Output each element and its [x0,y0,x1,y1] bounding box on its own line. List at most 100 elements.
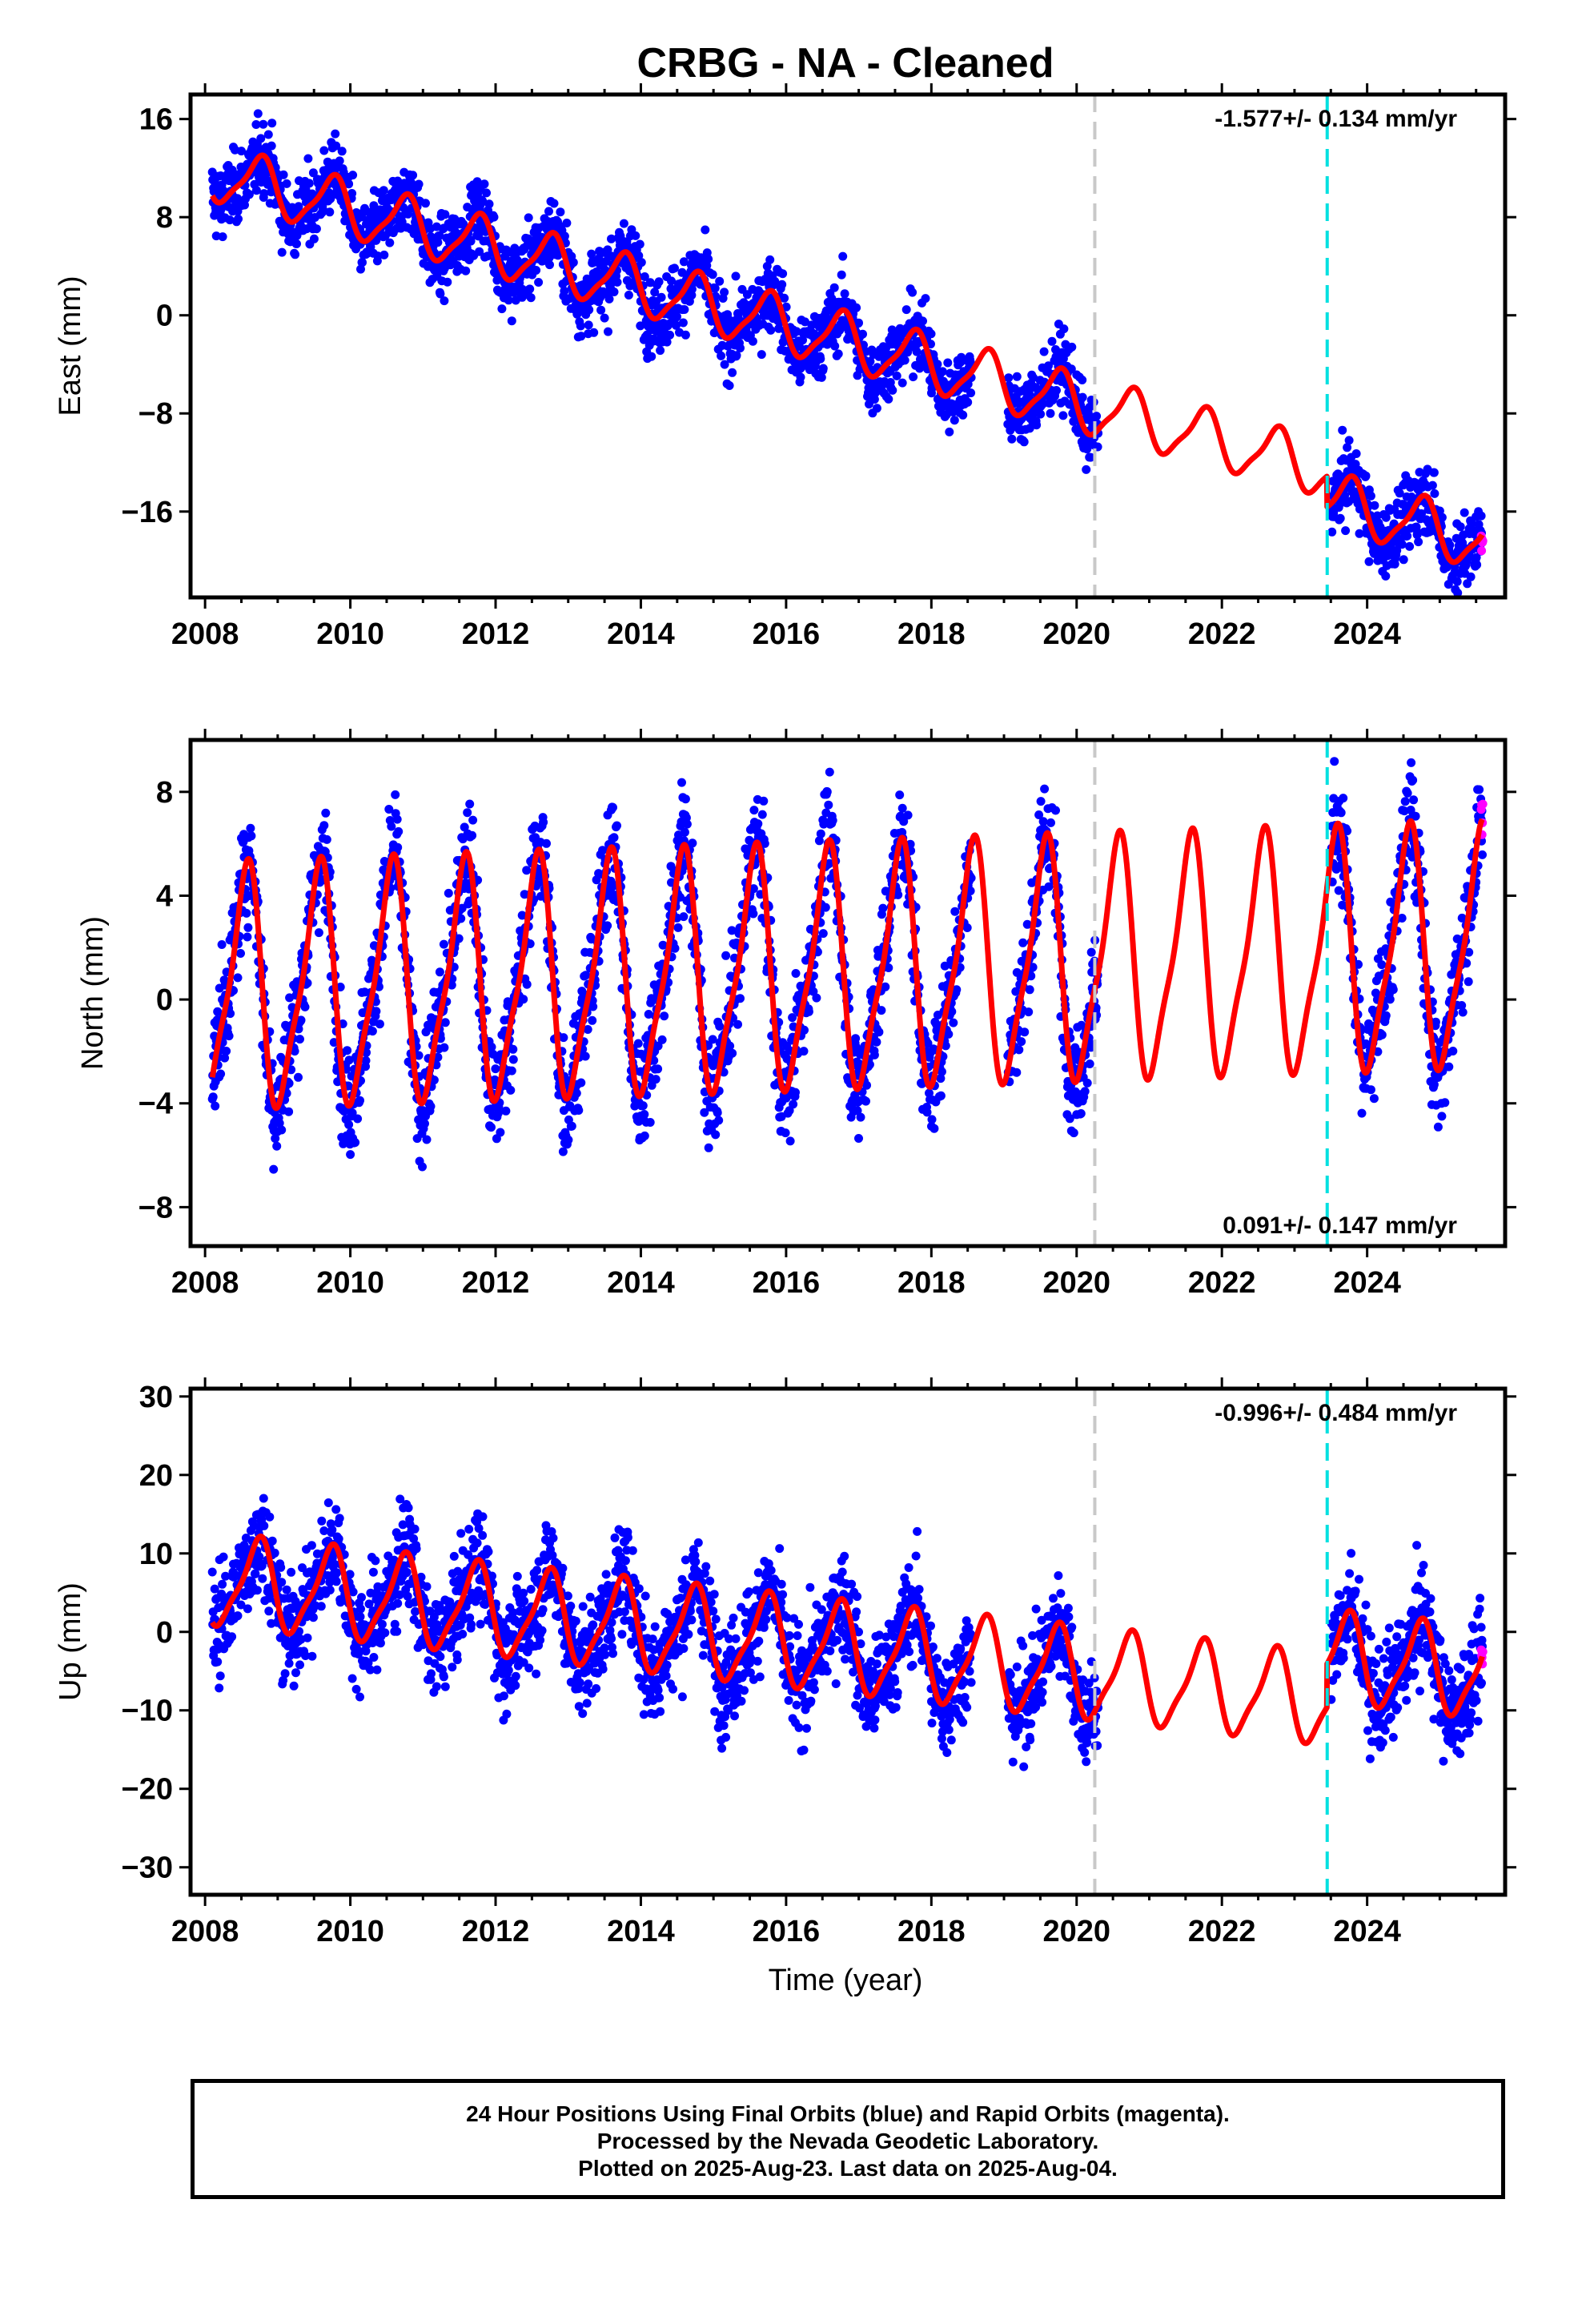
data-point [603,921,612,931]
data-point [1014,1045,1024,1055]
data-point [680,827,689,837]
data-point [443,277,452,287]
data-point [234,214,243,223]
data-point [1466,572,1476,581]
data-point [549,199,559,208]
data-point [311,224,321,234]
data-point [588,1002,598,1011]
data-point [897,378,907,388]
data-point [407,178,416,187]
data-point [534,278,544,287]
chart-title: CRBG - NA - Cleaned [637,40,1054,86]
data-point [236,949,245,958]
data-point [1341,526,1351,536]
data-point [670,263,679,273]
data-point [688,838,697,848]
data-point [282,179,291,188]
data-point [325,207,335,217]
data-point [717,351,726,360]
data-point [1335,513,1345,523]
data-point [414,179,424,189]
data-point [654,277,664,287]
x-tick-label: 2018 [897,617,966,651]
data-point [379,250,389,259]
data-point [926,329,936,339]
data-point [1338,425,1347,435]
data-point [612,277,622,287]
data-point [224,1031,234,1041]
data-point [714,1116,724,1125]
data-point [408,171,418,180]
data-point [277,1125,287,1135]
data-point [608,802,617,812]
y-axis-label: East (mm) [54,275,87,416]
data-point [892,371,901,380]
data-point [1012,1068,1022,1077]
data-point [344,179,354,189]
data-point [491,1064,500,1074]
data-point [604,294,614,304]
data-point [799,1047,809,1056]
data-point [780,293,789,303]
data-point [346,1150,355,1160]
data-point [216,1069,226,1079]
data-point [1076,1109,1086,1118]
data-point [385,238,395,247]
data-point [259,189,269,199]
data-point [337,147,347,156]
data-point [816,354,825,364]
data-point [542,838,551,848]
data-point [379,186,388,195]
data-point [837,270,846,279]
data-point [1082,1078,1092,1088]
x-tick-label: 2024 [1333,617,1401,651]
data-point [851,1034,861,1043]
data-point [665,330,675,340]
data-point [640,1110,649,1119]
data-point [636,258,646,267]
data-point [678,318,688,328]
data-point [872,1037,881,1047]
data-point [504,296,513,305]
data-point [568,258,578,267]
data-point [420,1119,429,1128]
data-point [962,923,972,932]
data-point [1078,392,1087,402]
data-point [544,207,553,216]
x-tick-label: 2022 [1188,617,1256,651]
data-point [816,829,825,838]
y-tick-label: 0 [156,300,173,333]
data-point [830,341,840,351]
data-point [331,129,340,139]
data-point [522,979,532,989]
data-point [634,251,644,260]
data-point [559,1033,568,1043]
data-point [667,276,676,286]
data-point [1361,471,1371,480]
data-point [391,790,400,799]
data-point [242,908,251,918]
data-point [465,799,475,809]
data-point [344,1120,354,1129]
data-point [645,1118,655,1127]
data-point [681,330,690,340]
data-point [1019,437,1029,447]
data-point [487,1123,496,1132]
data-point [489,212,499,222]
data-point [1069,1128,1078,1138]
data-point [589,328,599,337]
data-point [822,787,832,797]
data-point [824,800,833,810]
data-point [508,1044,518,1054]
data-point [387,822,396,831]
data-point [874,1027,884,1037]
data-point [1018,938,1028,947]
data-point [355,1096,364,1105]
data-point [748,336,757,346]
data-point [825,767,834,777]
data-point [1080,1087,1090,1096]
data-point [778,269,788,279]
data-point [322,834,331,844]
data-point [1032,420,1042,430]
data-point [731,271,741,281]
